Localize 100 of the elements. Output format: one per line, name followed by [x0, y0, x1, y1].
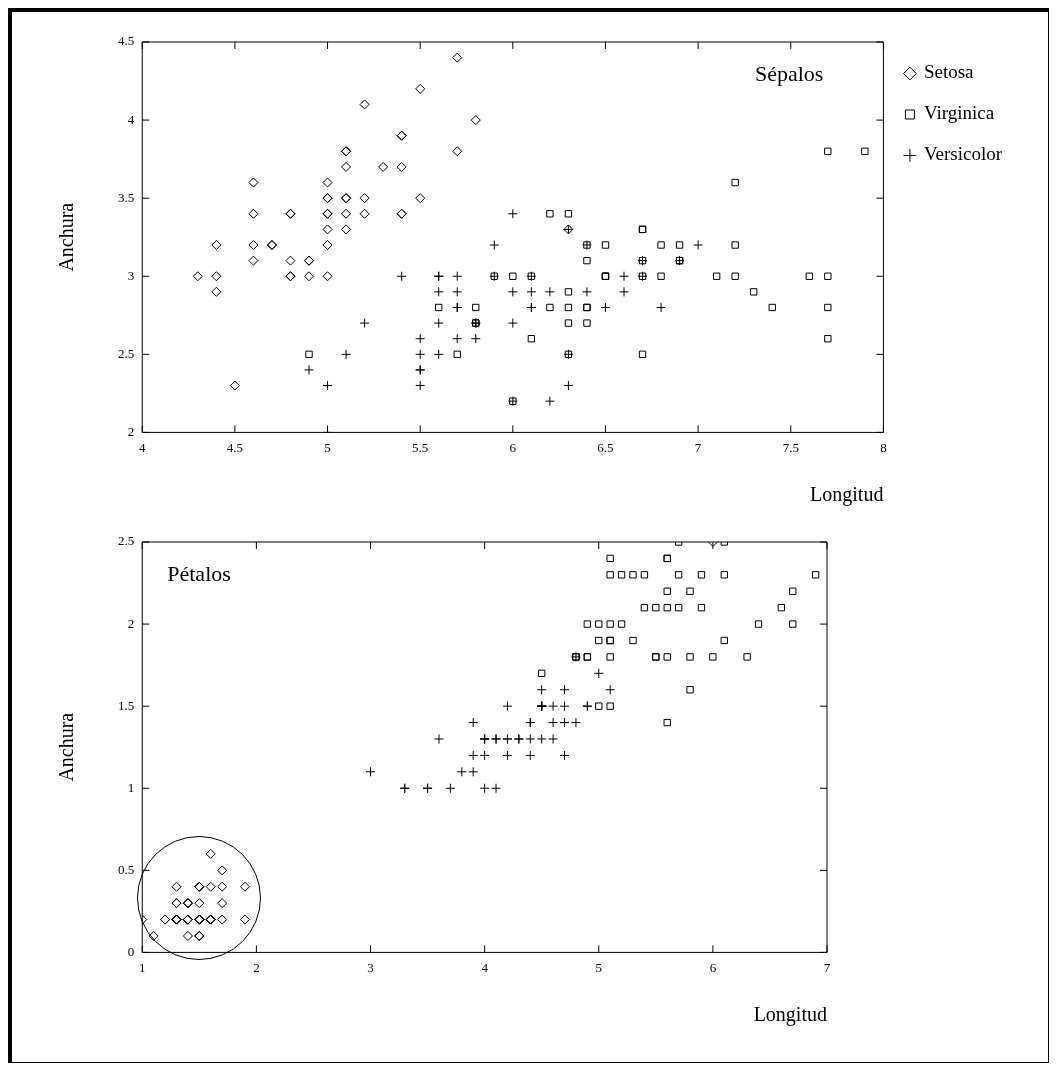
point: [629, 571, 637, 579]
point: [640, 571, 649, 579]
point: [564, 210, 573, 218]
point: [479, 750, 490, 761]
point: [712, 272, 721, 280]
x-tick-label: 1: [139, 959, 146, 975]
point: [433, 286, 444, 297]
point: [593, 668, 604, 679]
point: [456, 766, 467, 777]
x-axis-title: Longitud: [753, 1003, 827, 1027]
point: [322, 271, 333, 282]
point: [824, 335, 832, 343]
x-tick-label: 5: [595, 959, 602, 975]
point: [453, 350, 461, 358]
point: [433, 318, 444, 329]
point: [472, 303, 480, 312]
point: [544, 286, 555, 297]
point: [564, 319, 573, 327]
point: [824, 147, 832, 155]
point: [217, 898, 228, 909]
point: [674, 571, 683, 579]
y-tick-label: 1: [127, 779, 135, 795]
point: [583, 256, 591, 265]
text: Sépalos: [754, 60, 824, 86]
point: [595, 636, 603, 645]
point: [754, 620, 763, 628]
point: [563, 380, 574, 391]
point: [322, 177, 333, 188]
point: [595, 702, 603, 710]
point: [559, 750, 570, 761]
y-tick-label: 0.5: [118, 861, 135, 877]
point: [470, 333, 481, 344]
point: [731, 272, 739, 280]
point: [663, 718, 671, 727]
point: [525, 750, 536, 761]
point: [663, 587, 671, 595]
point: [548, 701, 559, 712]
point: [595, 620, 603, 628]
point: [638, 350, 647, 358]
y-tick-label: 0: [127, 943, 135, 959]
point: [479, 783, 490, 794]
point: [619, 271, 630, 282]
point: [148, 930, 159, 941]
point: [468, 750, 479, 761]
point: [526, 286, 537, 297]
point: [606, 653, 614, 661]
point: [304, 271, 315, 282]
point: [652, 603, 660, 612]
point: [606, 554, 614, 563]
point: [305, 350, 313, 358]
point: [396, 161, 407, 172]
point: [805, 272, 813, 280]
y-tick-label: 3: [127, 267, 135, 283]
point: [570, 717, 581, 728]
y-tick-label: 2.5: [118, 345, 135, 361]
point: [629, 636, 637, 645]
point: [507, 318, 518, 329]
point: [435, 303, 443, 312]
point: [605, 684, 616, 695]
point: [548, 733, 559, 744]
point: [768, 303, 776, 312]
y-tick-label: 1.5: [118, 697, 135, 713]
point: [559, 701, 570, 712]
y-tick-label: 4: [127, 111, 135, 127]
point: [489, 240, 500, 251]
point: [205, 848, 216, 859]
point: [675, 241, 684, 249]
y-axis-title: Anchura: [55, 712, 78, 782]
point: [452, 52, 463, 63]
point: [341, 208, 352, 219]
point: [182, 930, 193, 941]
point: [217, 881, 228, 892]
point: [239, 881, 250, 892]
point: [824, 303, 832, 312]
legend-label: Virginica: [923, 102, 995, 124]
point: [697, 603, 706, 612]
point: [502, 750, 513, 761]
point: [470, 115, 481, 126]
point: [606, 571, 614, 579]
point: [468, 717, 479, 728]
point: [433, 733, 444, 744]
point: [601, 241, 610, 249]
x-tick-label: 6: [709, 959, 717, 975]
point: [365, 766, 376, 777]
point: [502, 701, 513, 712]
point: [322, 224, 333, 235]
point: [564, 303, 573, 312]
point: [509, 272, 517, 280]
point: [171, 881, 182, 892]
point: [581, 286, 592, 297]
x-tick-label: 4: [139, 439, 146, 455]
point: [559, 684, 570, 695]
x-tick-label: 5: [324, 439, 331, 455]
point: [433, 349, 444, 360]
point: [491, 783, 502, 794]
point: [564, 288, 573, 296]
point: [536, 733, 547, 744]
point: [709, 653, 717, 661]
point: [750, 288, 758, 296]
x-tick-label: 2: [253, 959, 260, 975]
